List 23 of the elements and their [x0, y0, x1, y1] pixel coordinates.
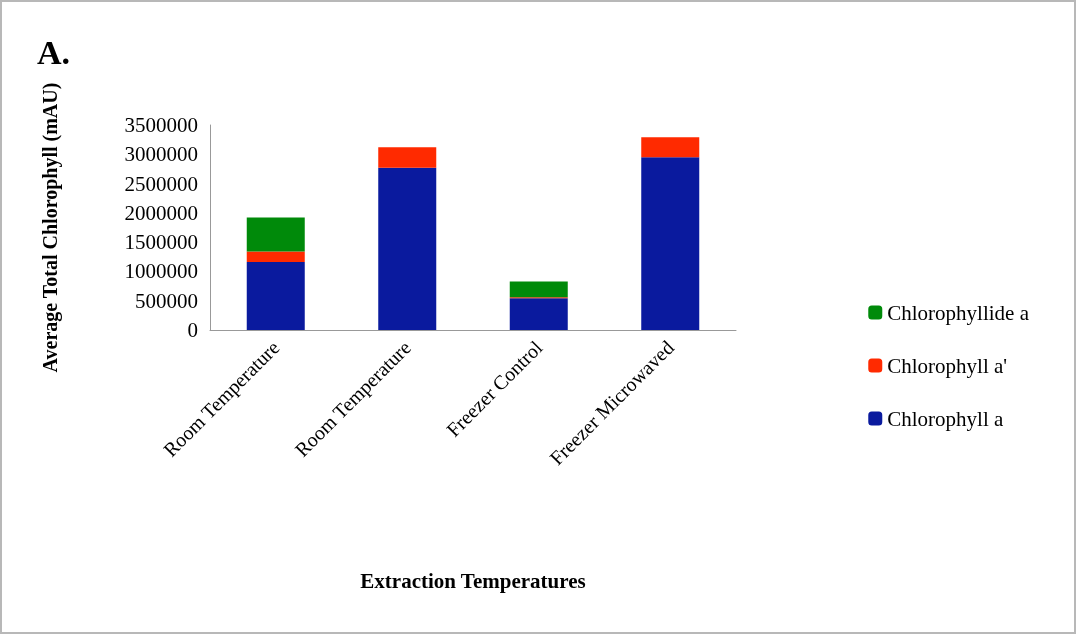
bar	[246, 251, 305, 263]
y-tick-label: 3000000	[124, 142, 198, 167]
x-axis-title: Extraction Temperatures	[360, 568, 586, 593]
bar	[509, 281, 568, 298]
bar	[641, 157, 700, 330]
legend-label: Chlorophyllide a	[887, 300, 1030, 325]
y-tick-label: 2500000	[124, 171, 198, 196]
y-tick-label: 2000000	[124, 200, 198, 225]
y-tick-label: 0	[187, 318, 198, 342]
y-tick-label: 1500000	[124, 230, 198, 255]
bar	[378, 167, 437, 330]
legend-label: Chlorophyll a	[887, 406, 1005, 431]
bar	[378, 147, 437, 168]
chart-title: A.	[37, 33, 71, 71]
y-tick-label: 500000	[135, 288, 198, 313]
bar	[246, 217, 305, 252]
bar	[246, 262, 305, 330]
bar	[509, 298, 568, 330]
legend-label: Chlorophyll a'	[887, 353, 1008, 378]
bar	[641, 137, 700, 158]
y-tick-label: 1000000	[124, 259, 198, 284]
y-tick-label: 3500000	[124, 113, 198, 137]
y-axis-title: Average Total Chlorophyll (mAU)	[39, 82, 62, 373]
